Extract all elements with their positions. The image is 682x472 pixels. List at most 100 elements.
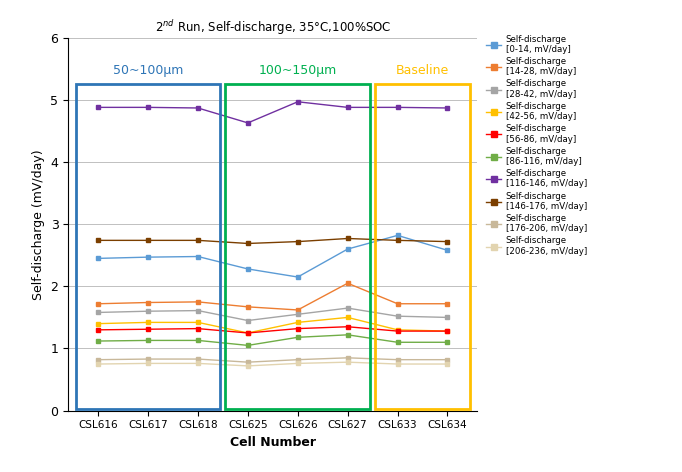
Self-discharge
[176-206, mV/day] <box>194 356 202 362</box>
Self-discharge
[176-206, mV/day] <box>443 357 451 362</box>
Self-discharge
[86-116, mV/day] <box>344 332 352 337</box>
Self-discharge
[56-86, mV/day] <box>144 327 152 332</box>
Self-discharge
[0-14, mV/day] <box>294 274 302 280</box>
Self-discharge
[42-56, mV/day] <box>94 321 102 327</box>
Self-discharge
[116-146, mV/day] <box>344 104 352 110</box>
Self-discharge
[206-236, mV/day] <box>443 361 451 367</box>
Legend: Self-discharge
[0-14, mV/day], Self-discharge
[14-28, mV/day], Self-discharge
[2: Self-discharge [0-14, mV/day], Self-disc… <box>486 34 587 256</box>
Self-discharge
[206-236, mV/day] <box>194 361 202 366</box>
Self-discharge
[28-42, mV/day] <box>443 315 451 320</box>
Self-discharge
[116-146, mV/day] <box>294 99 302 105</box>
Self-discharge
[14-28, mV/day] <box>344 280 352 286</box>
Self-discharge
[28-42, mV/day] <box>344 305 352 311</box>
Self-discharge
[0-14, mV/day] <box>194 253 202 259</box>
Self-discharge
[206-236, mV/day] <box>144 361 152 366</box>
Self-discharge
[14-28, mV/day] <box>243 304 252 310</box>
Self-discharge
[0-14, mV/day] <box>94 255 102 261</box>
Self-discharge
[116-146, mV/day] <box>443 105 451 111</box>
Line: Self-discharge
[176-206, mV/day]: Self-discharge [176-206, mV/day] <box>95 355 450 364</box>
Self-discharge
[42-56, mV/day] <box>443 328 451 334</box>
Self-discharge
[42-56, mV/day] <box>144 320 152 325</box>
Line: Self-discharge
[146-176, mV/day]: Self-discharge [146-176, mV/day] <box>95 236 450 246</box>
Self-discharge
[116-146, mV/day] <box>144 104 152 110</box>
Self-discharge
[42-56, mV/day] <box>294 320 302 325</box>
Self-discharge
[176-206, mV/day] <box>294 357 302 362</box>
Line: Self-discharge
[14-28, mV/day]: Self-discharge [14-28, mV/day] <box>95 281 450 312</box>
Self-discharge
[14-28, mV/day] <box>144 300 152 305</box>
Self-discharge
[176-206, mV/day] <box>344 355 352 361</box>
Self-discharge
[86-116, mV/day] <box>443 339 451 345</box>
Self-discharge
[28-42, mV/day] <box>294 312 302 317</box>
X-axis label: Cell Number: Cell Number <box>230 436 316 449</box>
Self-discharge
[42-56, mV/day] <box>194 320 202 325</box>
Self-discharge
[42-56, mV/day] <box>243 330 252 336</box>
Self-discharge
[0-14, mV/day] <box>144 254 152 260</box>
Self-discharge
[56-86, mV/day] <box>94 327 102 333</box>
Self-discharge
[14-28, mV/day] <box>294 307 302 313</box>
Self-discharge
[56-86, mV/day] <box>294 326 302 331</box>
Line: Self-discharge
[56-86, mV/day]: Self-discharge [56-86, mV/day] <box>95 324 450 336</box>
Self-discharge
[206-236, mV/day] <box>394 361 402 367</box>
Self-discharge
[14-28, mV/day] <box>443 301 451 307</box>
Y-axis label: Self-discharge (mV/day): Self-discharge (mV/day) <box>32 149 45 300</box>
Self-discharge
[56-86, mV/day] <box>443 328 451 334</box>
Self-discharge
[56-86, mV/day] <box>394 328 402 334</box>
Self-discharge
[176-206, mV/day] <box>243 359 252 365</box>
Line: Self-discharge
[42-56, mV/day]: Self-discharge [42-56, mV/day] <box>95 315 450 336</box>
Self-discharge
[56-86, mV/day] <box>344 324 352 329</box>
Self-discharge
[146-176, mV/day] <box>443 239 451 244</box>
Self-discharge
[146-176, mV/day] <box>194 237 202 243</box>
Line: Self-discharge
[86-116, mV/day]: Self-discharge [86-116, mV/day] <box>95 332 450 348</box>
Text: 100~150μm: 100~150μm <box>258 64 337 77</box>
Self-discharge
[86-116, mV/day] <box>144 337 152 343</box>
Self-discharge
[206-236, mV/day] <box>243 363 252 369</box>
Self-discharge
[86-116, mV/day] <box>394 339 402 345</box>
Self-discharge
[146-176, mV/day] <box>144 237 152 243</box>
Self-discharge
[28-42, mV/day] <box>144 308 152 314</box>
Self-discharge
[0-14, mV/day] <box>243 266 252 272</box>
Self-discharge
[0-14, mV/day] <box>394 233 402 238</box>
Self-discharge
[42-56, mV/day] <box>394 327 402 333</box>
Self-discharge
[146-176, mV/day] <box>94 237 102 243</box>
Self-discharge
[116-146, mV/day] <box>194 105 202 111</box>
Self-discharge
[176-206, mV/day] <box>94 357 102 362</box>
Self-discharge
[56-86, mV/day] <box>194 326 202 331</box>
Self-discharge
[14-28, mV/day] <box>94 301 102 307</box>
Self-discharge
[86-116, mV/day] <box>194 337 202 343</box>
Self-discharge
[116-146, mV/day] <box>243 120 252 126</box>
Title: 2$^{nd}$ Run, Self-discharge, 35°C,100%SOC: 2$^{nd}$ Run, Self-discharge, 35°C,100%S… <box>155 18 391 37</box>
Self-discharge
[28-42, mV/day] <box>194 308 202 313</box>
Bar <box>375 84 470 409</box>
Self-discharge
[86-116, mV/day] <box>243 343 252 348</box>
Self-discharge
[206-236, mV/day] <box>344 359 352 365</box>
Self-discharge
[176-206, mV/day] <box>144 356 152 362</box>
Self-discharge
[116-146, mV/day] <box>394 104 402 110</box>
Self-discharge
[206-236, mV/day] <box>94 361 102 367</box>
Self-discharge
[146-176, mV/day] <box>344 236 352 241</box>
Bar <box>76 84 220 409</box>
Self-discharge
[14-28, mV/day] <box>194 299 202 305</box>
Text: 50~100μm: 50~100μm <box>113 64 183 77</box>
Self-discharge
[56-86, mV/day] <box>243 330 252 336</box>
Self-discharge
[206-236, mV/day] <box>294 361 302 366</box>
Self-discharge
[86-116, mV/day] <box>94 338 102 344</box>
Self-discharge
[0-14, mV/day] <box>443 247 451 253</box>
Self-discharge
[116-146, mV/day] <box>94 104 102 110</box>
Self-discharge
[28-42, mV/day] <box>394 313 402 319</box>
Self-discharge
[28-42, mV/day] <box>94 310 102 315</box>
Bar <box>225 84 370 409</box>
Self-discharge
[42-56, mV/day] <box>344 315 352 320</box>
Line: Self-discharge
[116-146, mV/day]: Self-discharge [116-146, mV/day] <box>95 99 450 126</box>
Self-discharge
[0-14, mV/day] <box>344 246 352 252</box>
Self-discharge
[86-116, mV/day] <box>294 335 302 340</box>
Self-discharge
[28-42, mV/day] <box>243 318 252 323</box>
Line: Self-discharge
[206-236, mV/day]: Self-discharge [206-236, mV/day] <box>95 360 450 368</box>
Line: Self-discharge
[0-14, mV/day]: Self-discharge [0-14, mV/day] <box>95 233 450 279</box>
Self-discharge
[146-176, mV/day] <box>294 239 302 244</box>
Self-discharge
[14-28, mV/day] <box>394 301 402 307</box>
Line: Self-discharge
[28-42, mV/day]: Self-discharge [28-42, mV/day] <box>95 306 450 323</box>
Self-discharge
[176-206, mV/day] <box>394 357 402 362</box>
Self-discharge
[146-176, mV/day] <box>243 241 252 246</box>
Text: Baseline: Baseline <box>396 64 449 77</box>
Self-discharge
[146-176, mV/day] <box>394 237 402 243</box>
